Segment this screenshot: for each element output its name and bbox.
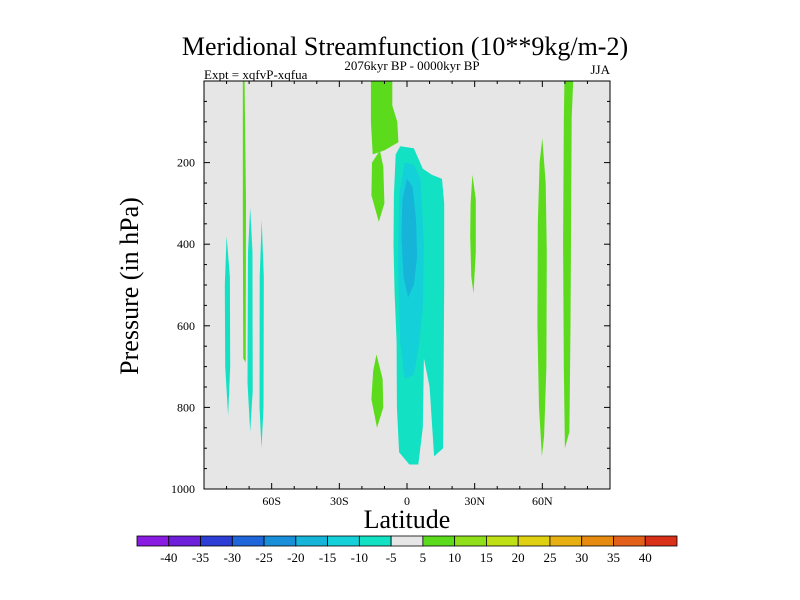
colorbar-label: -20 [287,550,304,565]
contour-region-anomaly-positive-5-n60 [537,138,547,457]
y-axis: 200 400 600 800 1000 [171,80,610,496]
colorbar-label: -30 [224,550,241,565]
colorbar-label: 30 [575,550,588,565]
colorbar-label: 15 [480,550,493,565]
colorbar: -40 -35 -30 -25 -20 -15 -10 -5 5 10 15 20 25 30 35 40 [136,535,678,565]
colorbar-swatch [263,535,297,547]
contour-region-anomaly-negative-5-s80 [224,236,231,416]
y-tick-label: 600 [177,319,195,333]
colorbar-swatch [168,535,201,547]
colorbar-swatch [231,535,265,547]
x-tick-label: 60N [532,494,553,508]
x-axis-label: Latitude [364,505,451,534]
contour-region-anomaly-positive-5-n70 [563,81,574,449]
x-tick-label: 60S [262,494,281,508]
colorbar-swatch [486,535,519,547]
colorbar-swatch [549,535,583,547]
contour-fills [224,81,574,465]
contour-region-anomaly-positive-5-n30 [470,174,476,294]
colorbar-swatch [295,535,328,547]
colorbar-swatch [200,535,233,547]
y-tick-label: 800 [177,400,195,414]
colorbar-swatch [327,535,360,547]
colorbar-label: -40 [160,550,177,565]
contour-region-anomaly-positive-5-s14-upper [370,81,399,155]
chart-subtitle: 2076kyr BP - 0000kyr BP [344,58,479,73]
colorbar-label: -15 [319,550,336,565]
x-tick-label: 0 [404,494,410,508]
contour-region-anomaly-positive-5-s14-mid [371,150,385,222]
season-label: JJA [590,62,610,77]
colorbar-label: -10 [351,550,368,565]
colorbar-label: 20 [512,550,525,565]
colorbar-swatch [613,535,646,547]
y-tick-label: 400 [177,237,195,251]
colorbar-label: -35 [192,550,209,565]
colorbar-swatch [644,535,678,547]
y-tick-label: 1000 [171,482,195,496]
contour-region-anomaly-negative-5-s69 [247,207,253,432]
colorbar-swatch [517,535,551,547]
colorbar-swatch [454,535,487,547]
colorbar-label: 25 [543,550,556,565]
colorbar-label: 35 [607,550,620,565]
experiment-label: Expt = xqfvP-xqfua [204,67,308,82]
chart-title: Meridional Streamfunction (10**9kg/m-2) [182,32,628,61]
x-axis: 60S 30S 0 30N 60N [203,81,611,508]
contour-region-anomaly-negative-5-s64 [259,219,264,449]
colorbar-label: 40 [639,550,652,565]
colorbar-label: -5 [386,550,397,565]
colorbar-swatch [358,535,392,547]
colorbar-swatch [422,535,456,547]
colorbar-label: 10 [448,550,461,565]
x-tick-label: 30N [464,494,485,508]
colorbar-swatch [136,535,170,547]
y-axis-label: Pressure (in hPa) [115,197,144,375]
colorbar-swatch [581,535,614,547]
contour-region-anomaly-positive-5-s14-lower [371,354,384,428]
colorbar-label: 5 [420,550,427,565]
contour-region-anomaly-positive-5-s70 [242,81,246,363]
colorbar-label: -25 [255,550,272,565]
y-tick-label: 200 [177,156,195,170]
contour-region-anomaly-negative-15-core [401,178,418,298]
x-tick-label: 30S [330,494,349,508]
colorbar-swatch [390,535,424,547]
